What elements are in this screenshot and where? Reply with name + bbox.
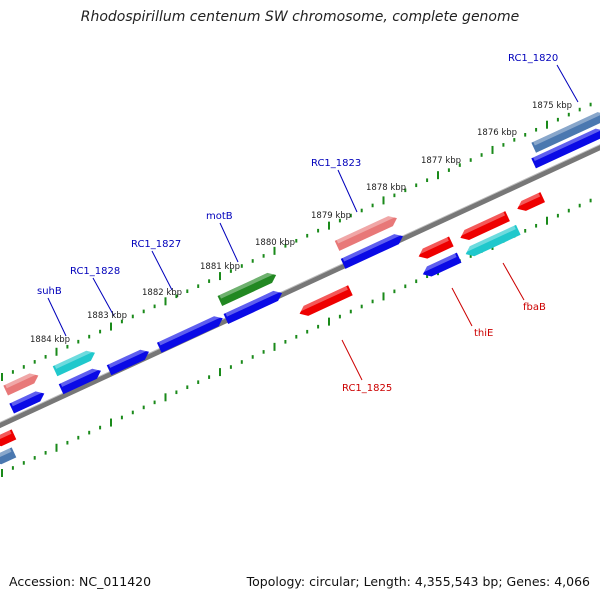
gene-forward-2[interactable] (223, 288, 285, 325)
gene-label-rc1-1827[interactable]: RC1_1827 (131, 239, 181, 250)
gene-rc1-1823-shape-shine (342, 231, 401, 262)
scale-label-1875: 1875 kbp (532, 101, 572, 111)
leader-rc1-1823 (337, 169, 358, 213)
gene-right-red-body (517, 192, 546, 211)
scale-label-1880: 1880 kbp (255, 238, 295, 248)
map-title: Rhodospirillum centenum SW chromosome, c… (80, 9, 520, 25)
gene-right-red[interactable] (515, 192, 546, 214)
gene-rc1-1825-shape[interactable] (297, 285, 353, 319)
gene-rc1-1823-shape-body (340, 234, 403, 269)
gene-suhb-trna-shine (54, 348, 93, 369)
gene-forward-1-body (531, 128, 600, 169)
gene-label-rc1-1828[interactable]: RC1_1828 (70, 266, 120, 277)
gene-rc1-1823-rrna[interactable] (334, 213, 400, 251)
gene-rc1-1820-shape-body (531, 112, 600, 153)
gene-rc1-1823-rrna-shine (336, 213, 395, 244)
leader-rc1-1820 (556, 64, 579, 103)
leader-suhb (47, 297, 67, 337)
topology-text: Topology: circular; Length: 4,355,543 bp… (246, 574, 590, 589)
gene-thie-top[interactable] (416, 236, 454, 261)
scale-label-1878: 1878 kbp (366, 183, 406, 193)
gene-left-red-body (0, 429, 17, 447)
gene-label-rc1-1825[interactable]: RC1_1825 (342, 383, 392, 394)
gene-rc1-1820-shape-shine (533, 110, 600, 146)
gene-label-thie[interactable]: thiE (474, 328, 493, 339)
gene-right-red-shine (516, 192, 541, 207)
gene-left-rrna[interactable] (3, 370, 40, 396)
gene-fbab-trna[interactable] (463, 224, 521, 259)
gene-forward-1[interactable] (531, 126, 600, 169)
scale-label-1884: 1884 kbp (30, 335, 70, 345)
gene-left-red-shine (0, 430, 12, 442)
gene-left-steel[interactable] (0, 447, 17, 466)
gene-left-rrna-shine (5, 371, 36, 389)
gene-suhb-trna[interactable] (52, 348, 98, 377)
gene-suhb-shape[interactable] (58, 366, 104, 395)
gene-rc1-1820-shape[interactable] (531, 109, 600, 153)
gene-left-red[interactable] (0, 429, 17, 448)
gene-forward-2-shine (225, 288, 280, 317)
scale-label-1879: 1879 kbp (311, 211, 351, 221)
gene-suhb-shape-body (58, 368, 101, 395)
gene-fbab-top-body (460, 211, 510, 240)
gene-forward-1-shine (533, 126, 600, 162)
gene-rc1-1828-shape-body (106, 349, 149, 376)
leader-thie (451, 287, 473, 327)
gene-label-suhb[interactable]: suhB (37, 286, 62, 297)
gene-suhb-shape-shine (60, 366, 99, 387)
gene-thie-shape-body (422, 252, 462, 277)
gene-label-motb[interactable]: motB (206, 211, 233, 222)
gene-rc1-1825-shape-body (299, 285, 353, 316)
label-leader-layer (47, 64, 579, 381)
gene-fbab-top-shine (459, 211, 506, 236)
gene-label-rc1-1820[interactable]: RC1_1820 (508, 53, 558, 64)
gene-rc1-1828-shape[interactable] (106, 347, 152, 376)
gene-rc1-1827-shape[interactable] (156, 313, 225, 353)
gene-left-steel-body (0, 447, 17, 465)
backbone (0, 144, 600, 429)
gene-fbab-trna-shine (465, 225, 516, 252)
gene-motb-shape-body (217, 272, 277, 307)
gene-motb-shape-shine (219, 270, 274, 299)
leader-rc1-1827 (151, 250, 173, 291)
leader-fbab (502, 262, 525, 301)
gene-thie-top-body (418, 236, 454, 259)
gene-forward-3-body (9, 391, 45, 414)
scale-label-1882: 1882 kbp (142, 288, 182, 298)
gene-forward-2-body (223, 290, 283, 325)
gene-left-steel-shine (0, 448, 12, 460)
gene-thie-shape-shine (422, 253, 457, 273)
gene-forward-3[interactable] (9, 388, 46, 414)
gene-forward-3-shine (11, 389, 42, 407)
scale-label-1881: 1881 kbp (200, 262, 240, 272)
gene-suhb-trna-body (52, 350, 95, 377)
gene-left-rrna-body (3, 373, 39, 396)
leader-rc1-1828 (92, 277, 115, 317)
scale-label-1876: 1876 kbp (477, 128, 517, 138)
gene-rc1-1827-shape-body (156, 316, 223, 353)
gene-fbab-top[interactable] (458, 211, 510, 243)
gene-rc1-1823-rrna-body (334, 216, 397, 251)
gene-layer (0, 109, 600, 466)
gene-motb-shape[interactable] (217, 270, 279, 307)
scale-label-1883: 1883 kbp (87, 311, 127, 321)
leader-motb (219, 222, 239, 263)
gene-rc1-1825-shape-shine (299, 286, 348, 312)
gene-label-rc1-1823[interactable]: RC1_1823 (311, 158, 361, 169)
scale-label-1877: 1877 kbp (421, 156, 461, 166)
gene-thie-shape[interactable] (421, 252, 462, 280)
gene-thie-top-shine (418, 237, 449, 255)
gene-fbab-trna-body (465, 224, 521, 257)
gene-label-fbab[interactable]: fbaB (523, 302, 546, 313)
accession-text: Accession: NC_011420 (9, 574, 152, 589)
gene-rc1-1823-shape[interactable] (340, 231, 406, 269)
leader-rc1-1825 (341, 339, 363, 381)
gene-rc1-1828-shape-shine (108, 347, 147, 368)
gene-rc1-1827-shape-shine (158, 314, 221, 346)
